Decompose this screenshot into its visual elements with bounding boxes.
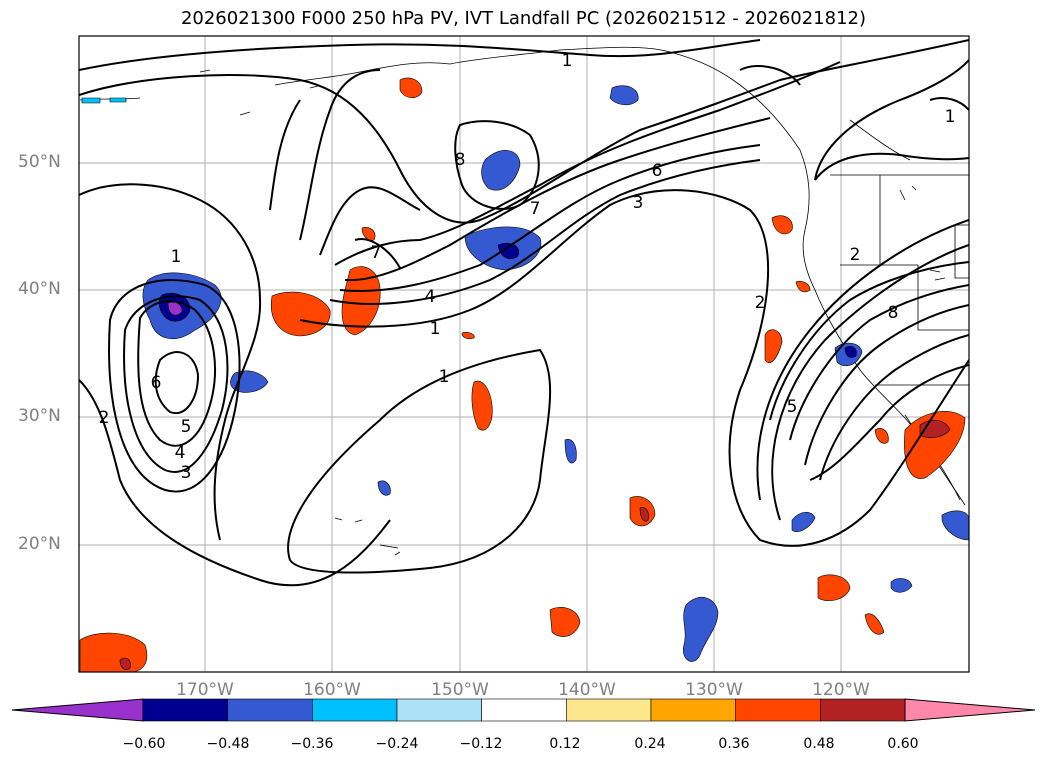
- colorbar-tick: −0.36: [290, 736, 334, 752]
- contour-label: 1: [562, 51, 573, 71]
- contour-label: 3: [633, 193, 644, 213]
- map-title: 2026021300 F000 250 hPa PV, IVT Landfall…: [180, 8, 867, 29]
- colorbar-tick: −0.60: [122, 736, 166, 752]
- contour-label: 2: [755, 293, 766, 313]
- contour-labels: 1 1 1 1 1 2 2 2 3 3 4 4 5 5 6 6 7 7 8 8: [99, 51, 956, 483]
- colorbar-extend-low: [11, 698, 144, 722]
- contour-label: 2: [99, 408, 110, 428]
- colorbar-tick: 0.12: [549, 736, 581, 752]
- map-panel: 1 1 1 1 1 2 2 2 3 3 4 4 5 5 6 6 7 7 8 8: [78, 35, 970, 673]
- contour-label: 6: [151, 373, 162, 393]
- contour-label: 1: [439, 367, 450, 387]
- colorbar-cell: [481, 698, 567, 722]
- colorbar-extend-high: [904, 698, 1036, 722]
- pv-contours: [79, 39, 969, 587]
- lat-label: 50°N: [18, 152, 61, 172]
- contour-label: 4: [175, 443, 186, 463]
- lat-label: 40°N: [18, 279, 61, 299]
- contour-label: 7: [530, 199, 541, 219]
- contour-label: 1: [945, 107, 956, 127]
- colorbar-tick: 0.48: [803, 736, 835, 752]
- pv-shading: [79, 77, 969, 672]
- contour-label: 1: [171, 247, 182, 267]
- lat-label: 30°N: [18, 406, 61, 426]
- lon-label: 150°W: [431, 680, 489, 700]
- lon-label: 120°W: [812, 680, 870, 700]
- lon-label: 160°W: [303, 680, 361, 700]
- lat-label: 20°N: [18, 534, 61, 554]
- colorbar-cell: [396, 698, 482, 722]
- map-frame: [78, 35, 970, 673]
- colorbar-cell: [142, 698, 228, 722]
- lon-label: 130°W: [685, 680, 743, 700]
- contour-label: 4: [425, 287, 436, 307]
- colorbar-cells: [11, 698, 1036, 722]
- colorbar-cell: [820, 698, 906, 722]
- colorbar-cell: [312, 698, 398, 722]
- colorbar-tick: 0.24: [634, 736, 666, 752]
- colorbar-cell: [650, 698, 736, 722]
- contour-label: 1: [430, 319, 441, 339]
- contour-label: 6: [652, 161, 663, 181]
- colorbar-tick: −0.24: [375, 736, 419, 752]
- colorbar-cell: [735, 698, 821, 722]
- colorbar-cell: [227, 698, 313, 722]
- contour-label: 5: [787, 397, 798, 417]
- colorbar-tick: 0.60: [887, 736, 919, 752]
- contour-label: 7: [371, 243, 382, 263]
- contour-label: 8: [888, 303, 899, 323]
- colorbar-cell: [566, 698, 652, 722]
- contour-label: 3: [181, 463, 192, 483]
- contour-label: 8: [455, 150, 466, 170]
- lon-label: 140°W: [558, 680, 616, 700]
- colorbar-tick: −0.48: [206, 736, 250, 752]
- colorbar-tick: 0.36: [718, 736, 750, 752]
- colorbar: [11, 698, 1036, 722]
- contour-label: 2: [850, 245, 861, 265]
- contour-label: 5: [181, 417, 192, 437]
- colorbar-tick: −0.12: [459, 736, 503, 752]
- lon-label: 170°W: [176, 680, 234, 700]
